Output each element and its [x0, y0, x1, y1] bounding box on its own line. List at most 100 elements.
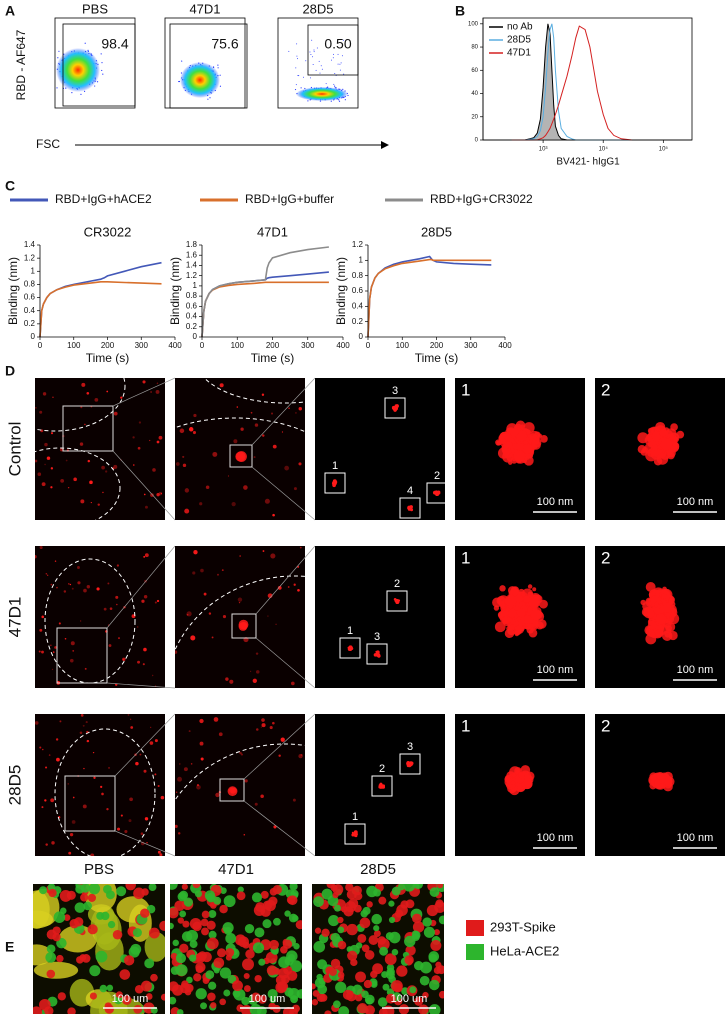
cell — [195, 988, 207, 1000]
cell — [182, 920, 190, 928]
signal-dot — [237, 597, 243, 602]
cell — [313, 941, 326, 953]
cell — [45, 952, 57, 963]
cell — [366, 901, 373, 908]
signal-dot — [290, 681, 295, 686]
cell — [359, 917, 371, 929]
cell — [312, 990, 320, 997]
signal-dot — [196, 784, 201, 790]
cell — [412, 913, 422, 924]
signal-dot — [60, 478, 65, 483]
cell — [225, 948, 235, 957]
zoom-box — [56, 627, 108, 684]
event-dot — [341, 55, 343, 57]
fused-cell — [144, 931, 165, 962]
signal-dot — [434, 491, 438, 496]
signal-dot — [182, 463, 187, 468]
cell — [46, 944, 56, 954]
event-dot — [339, 69, 341, 71]
zoom-box — [386, 590, 408, 612]
cell — [333, 1000, 341, 1009]
signal-dot — [109, 607, 113, 610]
signal-dot — [118, 637, 120, 640]
signal-dot — [124, 829, 128, 834]
signal-dot — [212, 451, 218, 457]
row-label: 47D1 — [5, 597, 24, 638]
cell — [193, 973, 202, 982]
signal-blob — [510, 428, 519, 437]
image-background — [175, 378, 305, 520]
cell — [75, 884, 85, 894]
cell — [87, 893, 97, 902]
cell-outline — [175, 417, 305, 433]
event-dot — [294, 88, 297, 91]
signal-dot — [157, 850, 161, 854]
cell — [104, 1004, 114, 1014]
zoom-number: 3 — [407, 741, 413, 753]
cell — [52, 932, 61, 942]
cell — [213, 967, 220, 974]
event-dot — [334, 85, 336, 87]
event-dot — [298, 75, 300, 77]
image-background — [175, 546, 305, 688]
signal-dot — [156, 440, 160, 444]
scale-bar-label: 100 nm — [537, 664, 574, 676]
cell — [418, 1004, 429, 1014]
y-tick-label: 0.2 — [186, 322, 198, 331]
cell — [346, 889, 357, 900]
signal-dot — [39, 546, 43, 549]
cell — [275, 981, 288, 994]
cell — [125, 884, 136, 891]
signal-dot — [143, 493, 146, 496]
cell — [195, 965, 204, 974]
cell — [106, 984, 114, 992]
signal-dot — [59, 720, 62, 723]
x-axis-label: BV421- hIgG1 — [556, 157, 620, 168]
zoom-box — [339, 637, 361, 659]
cell — [245, 949, 255, 959]
signal-dot — [142, 380, 146, 384]
cell — [273, 917, 281, 926]
signal-dot — [154, 739, 158, 743]
signal-dot — [175, 791, 178, 793]
cell — [411, 933, 420, 941]
density-blob — [180, 62, 220, 98]
signal-dot — [80, 714, 84, 717]
signal-blob — [645, 582, 656, 592]
signal-blob — [522, 443, 533, 454]
cell — [57, 992, 66, 1001]
cell — [141, 888, 149, 896]
cell — [115, 991, 123, 999]
cell — [385, 993, 396, 1004]
signal-dot — [284, 465, 290, 471]
x-axis-label: FSC — [36, 137, 60, 151]
signal-dot — [272, 721, 275, 725]
cell — [419, 975, 430, 986]
signal-dot — [261, 718, 265, 722]
signal-dot — [81, 382, 86, 387]
cell — [437, 884, 444, 889]
signal-dot — [101, 792, 104, 796]
signal-dot — [334, 482, 337, 485]
cell — [254, 927, 265, 938]
cell — [133, 1004, 143, 1014]
cell — [242, 958, 254, 971]
cell — [46, 969, 56, 979]
cell — [377, 997, 388, 1007]
signal-dot — [55, 738, 59, 741]
signal-dot — [281, 431, 284, 433]
signal-blob — [649, 772, 658, 781]
event-dot — [217, 67, 219, 69]
image-panel — [175, 546, 305, 688]
signal-dot — [157, 784, 160, 787]
y-tick-label: 0.6 — [186, 301, 198, 310]
event-dot — [288, 50, 290, 52]
cell — [237, 886, 244, 893]
cell — [44, 1006, 54, 1014]
signal-dot — [41, 650, 44, 654]
signal-dot — [239, 555, 241, 557]
signal-dot — [298, 753, 303, 759]
cell — [208, 930, 217, 939]
event-dot — [337, 63, 339, 65]
cell — [413, 884, 424, 890]
